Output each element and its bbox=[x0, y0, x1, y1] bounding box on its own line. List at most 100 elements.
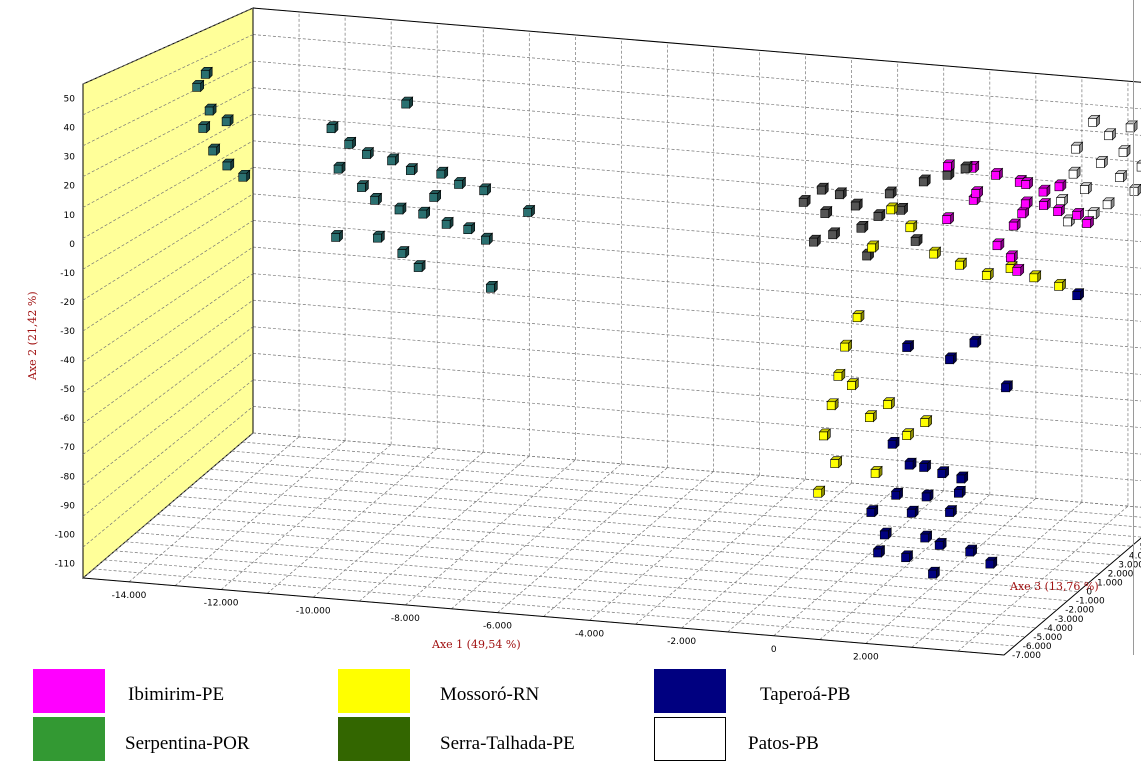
point-mossor-rn bbox=[905, 220, 918, 233]
point-serra-talhada-pe bbox=[400, 96, 414, 109]
point-serra-talhada-pe bbox=[200, 66, 213, 80]
point-serra-talhada-pe bbox=[330, 229, 344, 243]
point-tapero-pb bbox=[890, 487, 904, 501]
point-ibimirim-pe bbox=[1016, 206, 1030, 219]
point-grey bbox=[895, 202, 909, 216]
point-patos-pb bbox=[1136, 159, 1141, 172]
back-grid-h bbox=[252, 140, 1141, 216]
point-patos-pb bbox=[1055, 193, 1069, 207]
point-mossor-rn bbox=[919, 414, 933, 428]
point-tapero-pb bbox=[936, 465, 950, 479]
y-tick-label: -20 bbox=[60, 298, 75, 308]
x-axis-ticks: -14.000 -12.000 -10.000 -8.000 -6.000 -4.000 -… bbox=[112, 591, 879, 660]
left-grid-h bbox=[82, 193, 254, 301]
point-mossor-rn bbox=[829, 455, 843, 469]
y-tick-label: -10 bbox=[60, 269, 75, 279]
point-mossor-rn bbox=[901, 427, 915, 441]
legend-label-taperoa: Taperoá-PB bbox=[760, 684, 851, 705]
point-ibimirim-pe bbox=[1071, 207, 1085, 221]
point-ibimirim-pe bbox=[1020, 196, 1033, 209]
point-ibimirim-pe bbox=[942, 159, 956, 172]
point-ibimirim-pe bbox=[1038, 184, 1051, 197]
left-grid-h bbox=[82, 326, 254, 455]
point-mossor-rn bbox=[885, 202, 899, 215]
left-grid-h bbox=[82, 167, 254, 270]
legend-swatch-patos bbox=[654, 717, 726, 761]
x-tick-label: -8.000 bbox=[391, 614, 420, 624]
point-ibimirim-pe bbox=[1005, 250, 1019, 263]
point-tapero-pb bbox=[921, 489, 934, 502]
legend-swatch-taperoa bbox=[654, 669, 726, 713]
z-tick-label: 0 bbox=[1086, 588, 1092, 598]
point-ibimirim-pe bbox=[1054, 179, 1067, 192]
y-tick-label: -70 bbox=[60, 443, 75, 453]
floor-grid-w bbox=[136, 532, 1058, 611]
point-serra-talhada-pe bbox=[386, 153, 400, 166]
x-tick-label: 0 bbox=[771, 645, 777, 655]
back-grid-h bbox=[252, 379, 1141, 455]
point-serra-talhada-pe bbox=[394, 202, 407, 215]
point-mossor-rn bbox=[1029, 270, 1042, 283]
point-ibimirim-pe bbox=[992, 238, 1005, 251]
legend-swatch-mossoro bbox=[338, 669, 410, 713]
x-tick-label: -6.000 bbox=[483, 622, 512, 632]
z-axis-title: Axe 3 (13,76 %) bbox=[1009, 580, 1099, 593]
floor-grid-u bbox=[405, 459, 576, 606]
point-ibimirim-pe bbox=[1008, 218, 1021, 231]
point-serra-talhada-pe bbox=[369, 192, 383, 206]
point-tapero-pb bbox=[953, 485, 967, 499]
y-tick-label: 40 bbox=[64, 124, 76, 134]
point-mossor-rn bbox=[928, 246, 942, 259]
left-grid-h bbox=[82, 113, 254, 208]
point-tapero-pb bbox=[1000, 380, 1014, 393]
left-grid-h bbox=[82, 87, 254, 177]
back-grid-h bbox=[252, 406, 1141, 482]
left-grid-h bbox=[82, 34, 254, 116]
x-tick-label: -4.000 bbox=[575, 629, 604, 639]
point-ibimirim-pe bbox=[1012, 263, 1025, 277]
z-axis-ticks: 9.0008.0007.0006.0005.0004.0003.0002.000… bbox=[1012, 542, 1141, 660]
point-tapero-pb bbox=[985, 556, 998, 569]
point-patos-pb bbox=[1079, 181, 1093, 195]
point-ibimirim-pe bbox=[1052, 203, 1066, 217]
point-grey bbox=[834, 187, 847, 200]
point-grey bbox=[850, 198, 863, 211]
point-tapero-pb bbox=[901, 339, 915, 353]
point-serra-talhada-pe bbox=[204, 103, 217, 116]
point-tapero-pb bbox=[900, 550, 914, 563]
y-axis-title: Axe 2 (21,42 %) bbox=[26, 291, 39, 381]
back-frame bbox=[252, 7, 1141, 83]
z-tick-label: -2.000 bbox=[1065, 606, 1094, 616]
z-tick-label: -1.000 bbox=[1076, 597, 1105, 607]
x-tick-label: -14.000 bbox=[112, 591, 147, 601]
point-tapero-pb bbox=[1071, 287, 1085, 301]
point-serra-talhada-pe bbox=[197, 120, 211, 134]
point-serra-talhada-pe bbox=[397, 245, 410, 259]
back-grid-h bbox=[252, 299, 1141, 375]
point-tapero-pb bbox=[918, 459, 932, 473]
point-grey bbox=[820, 205, 833, 219]
point-ibimirim-pe bbox=[1038, 197, 1052, 211]
y-tick-label: -100 bbox=[55, 530, 76, 540]
point-patos-pb bbox=[1125, 120, 1138, 133]
point-grey bbox=[918, 174, 931, 187]
point-tapero-pb bbox=[927, 566, 941, 579]
point-grey bbox=[816, 182, 829, 195]
floor-grid-w bbox=[231, 450, 1141, 528]
point-grey bbox=[808, 234, 822, 247]
point-serra-talhada-pe bbox=[191, 79, 205, 93]
point-grey bbox=[873, 208, 886, 222]
point-mossor-rn bbox=[866, 240, 880, 253]
point-mossor-rn bbox=[981, 267, 994, 281]
left-grid-h bbox=[82, 60, 254, 147]
back-grid-h bbox=[252, 352, 1141, 428]
point-grey bbox=[960, 161, 973, 174]
point-tapero-pb bbox=[964, 544, 978, 557]
floor-grid-w bbox=[210, 468, 1132, 547]
point-serra-talhada-pe bbox=[428, 189, 442, 203]
point-grey bbox=[827, 227, 841, 240]
point-mossor-rn bbox=[882, 396, 896, 410]
back-grid-h bbox=[252, 193, 1141, 269]
point-serra-talhada-pe bbox=[485, 280, 499, 293]
legend-label-serpentina: Serpentina-POR bbox=[125, 733, 250, 754]
